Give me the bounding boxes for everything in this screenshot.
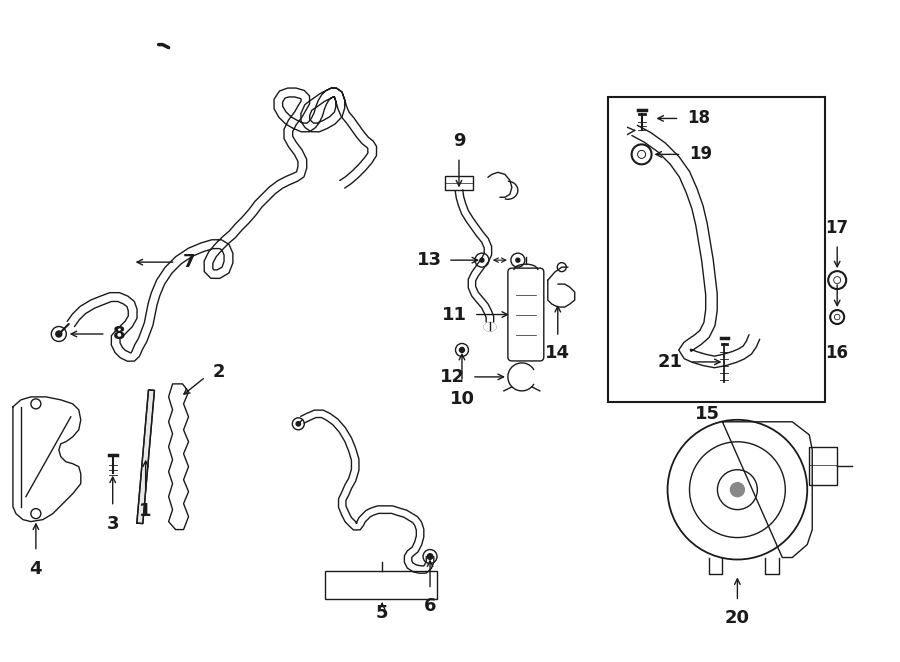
Text: 8: 8: [112, 325, 125, 343]
Text: 12: 12: [440, 368, 465, 386]
Bar: [445, 176, 473, 190]
Circle shape: [731, 483, 744, 496]
Text: 13: 13: [417, 251, 442, 269]
Ellipse shape: [484, 323, 496, 331]
Text: 15: 15: [695, 405, 720, 423]
Circle shape: [460, 348, 464, 352]
Circle shape: [428, 553, 433, 559]
Text: 9: 9: [453, 132, 465, 150]
Text: 1: 1: [140, 502, 152, 520]
Circle shape: [480, 258, 484, 262]
Text: 4: 4: [30, 559, 42, 577]
Text: 19: 19: [689, 146, 713, 164]
Text: 7: 7: [183, 253, 195, 271]
Text: 17: 17: [825, 219, 849, 237]
Text: 14: 14: [545, 344, 571, 362]
Circle shape: [56, 331, 62, 337]
Text: 11: 11: [442, 306, 467, 324]
Text: 10: 10: [449, 390, 474, 408]
Text: 21: 21: [658, 353, 682, 371]
Bar: [325, 571, 437, 599]
Bar: [608, 97, 825, 402]
Text: 3: 3: [106, 514, 119, 533]
Text: 16: 16: [825, 344, 849, 362]
Circle shape: [296, 422, 301, 426]
Polygon shape: [137, 390, 155, 524]
Text: 18: 18: [688, 109, 710, 128]
Text: 20: 20: [724, 610, 750, 628]
Text: 6: 6: [424, 597, 436, 616]
Circle shape: [516, 258, 520, 262]
Text: 2: 2: [212, 363, 225, 381]
Bar: [809, 447, 837, 485]
Text: 5: 5: [376, 604, 389, 622]
